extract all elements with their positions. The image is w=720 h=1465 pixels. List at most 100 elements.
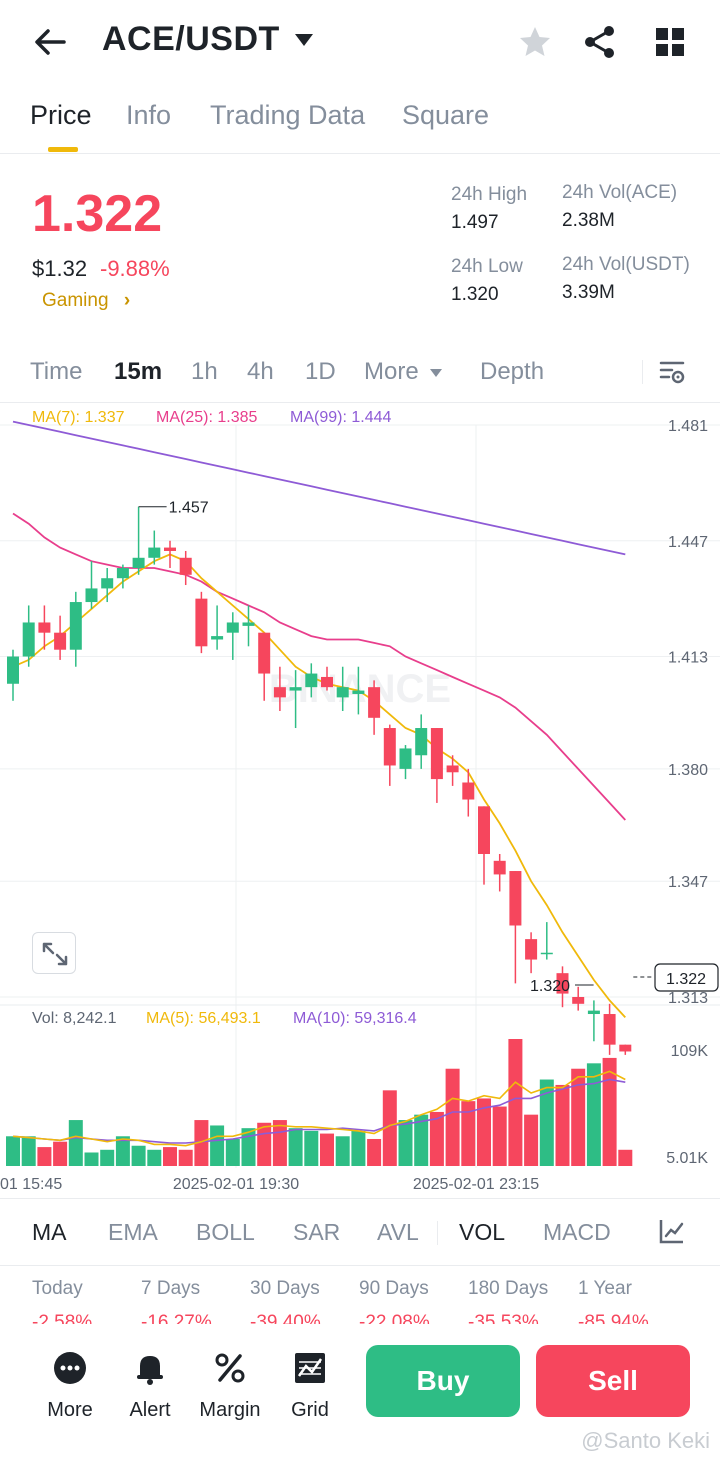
share-icon[interactable] bbox=[582, 24, 618, 60]
candle-body bbox=[587, 1010, 600, 1015]
indicator-avl[interactable]: AVL bbox=[377, 1219, 419, 1245]
indicator-sar[interactable]: SAR bbox=[293, 1219, 341, 1245]
volume-bar bbox=[210, 1125, 225, 1166]
volume-bar bbox=[163, 1147, 177, 1166]
category-tag-label: Gaming bbox=[42, 290, 109, 311]
vol-ma5-legend: MA(5): 56,493.1 bbox=[146, 1010, 261, 1027]
indicator-vol[interactable]: VOL bbox=[459, 1219, 506, 1245]
candle-body bbox=[116, 568, 129, 579]
candle-body bbox=[509, 871, 522, 926]
candle-body bbox=[164, 547, 176, 551]
pair-title[interactable]: ACE/USDT bbox=[102, 20, 280, 58]
divider bbox=[437, 1221, 438, 1245]
candle-body bbox=[305, 673, 318, 688]
volume-bar bbox=[414, 1114, 429, 1166]
timeframe-1h[interactable]: 1h bbox=[191, 358, 218, 385]
margin-button[interactable]: Margin bbox=[190, 1342, 270, 1422]
ma99-legend: MA(99): 1.444 bbox=[290, 409, 392, 426]
vol-base-label: 24h Vol(ACE) bbox=[562, 182, 678, 203]
candle-body bbox=[22, 622, 35, 657]
grid-button[interactable]: Grid bbox=[270, 1342, 350, 1422]
max-price-label: 1.457 bbox=[169, 500, 209, 517]
candle-body bbox=[415, 728, 428, 756]
buy-button[interactable]: Buy bbox=[366, 1345, 520, 1417]
vol-tick-label: 5.01K bbox=[666, 1150, 708, 1167]
tab-price[interactable]: Price bbox=[30, 100, 92, 130]
ma25-line bbox=[12, 512, 626, 821]
vol-base-value: 2.38M bbox=[562, 210, 615, 231]
favorite-star-icon[interactable] bbox=[517, 24, 553, 60]
candle-body bbox=[540, 952, 553, 955]
volume-bar bbox=[492, 1106, 507, 1166]
alert-label: Alert bbox=[129, 1399, 171, 1421]
tab-info[interactable]: Info bbox=[126, 100, 172, 130]
bell-icon bbox=[137, 1356, 163, 1385]
timeframe-15m[interactable]: 15m bbox=[114, 358, 163, 385]
watermark: @Santo Keki bbox=[581, 1428, 710, 1453]
candle-body bbox=[352, 690, 365, 694]
indicator-chart-icon[interactable] bbox=[658, 1217, 686, 1245]
candle-body bbox=[430, 728, 443, 780]
expand-chart-button[interactable] bbox=[32, 932, 76, 974]
grid-label: Grid bbox=[291, 1399, 329, 1421]
volume-bar bbox=[382, 1090, 397, 1166]
candle-body bbox=[525, 939, 538, 960]
y-tick-label: 1.481 bbox=[668, 418, 708, 435]
caret-down-icon[interactable] bbox=[293, 32, 315, 48]
timeframe-4h[interactable]: 4h bbox=[247, 358, 274, 385]
candle-body bbox=[226, 622, 239, 633]
volume-bar bbox=[571, 1068, 586, 1166]
chevron-right-icon: › bbox=[123, 290, 131, 311]
back-arrow-icon[interactable] bbox=[30, 22, 70, 62]
vol-legend: Vol: 8,242.1 bbox=[32, 1010, 117, 1027]
perf-value-today: -2.58% bbox=[32, 1312, 93, 1324]
indicator-boll[interactable]: BOLL bbox=[196, 1219, 255, 1245]
last-price: 1.322 bbox=[32, 185, 163, 243]
indicator-ema[interactable]: EMA bbox=[108, 1219, 158, 1245]
timeframe-time[interactable]: Time bbox=[30, 358, 83, 385]
category-tag[interactable]: Gaming › bbox=[42, 290, 130, 312]
candle-body bbox=[572, 997, 585, 1004]
timeframe-1d[interactable]: 1D bbox=[305, 358, 336, 385]
candle-body bbox=[383, 728, 396, 766]
volume-bar bbox=[6, 1136, 20, 1166]
grid-bot-icon bbox=[295, 1353, 325, 1383]
chart-settings-icon[interactable] bbox=[658, 358, 686, 386]
volume-bar bbox=[225, 1138, 240, 1166]
indicator-ma[interactable]: MA bbox=[32, 1219, 67, 1245]
tab-square[interactable]: Square bbox=[402, 100, 490, 130]
volume-bar bbox=[508, 1039, 523, 1166]
tab-trading-data[interactable]: Trading Data bbox=[210, 100, 366, 130]
perf-label-30d: 30 Days bbox=[250, 1278, 320, 1299]
candle-body bbox=[478, 806, 490, 854]
candle-body bbox=[195, 598, 208, 647]
sell-button[interactable]: Sell bbox=[536, 1345, 690, 1417]
volume-bar bbox=[84, 1152, 99, 1166]
alert-button[interactable]: Alert bbox=[110, 1342, 190, 1422]
more-button[interactable]: More bbox=[30, 1342, 110, 1422]
more-dots-icon bbox=[54, 1352, 86, 1384]
volume-bar bbox=[367, 1138, 382, 1166]
timeframe-more[interactable]: More bbox=[364, 358, 443, 386]
min-price-label: 1.320 bbox=[530, 978, 570, 995]
y-tick-label: 1.347 bbox=[668, 874, 708, 891]
volume-bar bbox=[586, 1063, 601, 1166]
timeframe-depth[interactable]: Depth bbox=[480, 358, 545, 385]
perf-label-1y: 1 Year bbox=[578, 1278, 632, 1299]
perf-label-180d: 180 Days bbox=[468, 1278, 549, 1299]
volume-bar bbox=[68, 1120, 83, 1166]
volume-bar bbox=[539, 1079, 554, 1166]
volume-bar bbox=[288, 1128, 303, 1166]
indicator-macd[interactable]: MACD bbox=[543, 1219, 611, 1245]
ma7-line bbox=[12, 553, 626, 1019]
volume-bar bbox=[477, 1098, 491, 1166]
volume-bar bbox=[524, 1114, 539, 1166]
candle-body bbox=[258, 632, 271, 674]
volume-bar bbox=[304, 1130, 319, 1166]
y-tick-label: 1.413 bbox=[668, 650, 708, 667]
grid-menu-icon[interactable] bbox=[654, 26, 686, 58]
x-tick-label: 01 15:45 bbox=[0, 1176, 62, 1193]
candle-body bbox=[132, 557, 145, 568]
candle-body bbox=[446, 765, 459, 773]
